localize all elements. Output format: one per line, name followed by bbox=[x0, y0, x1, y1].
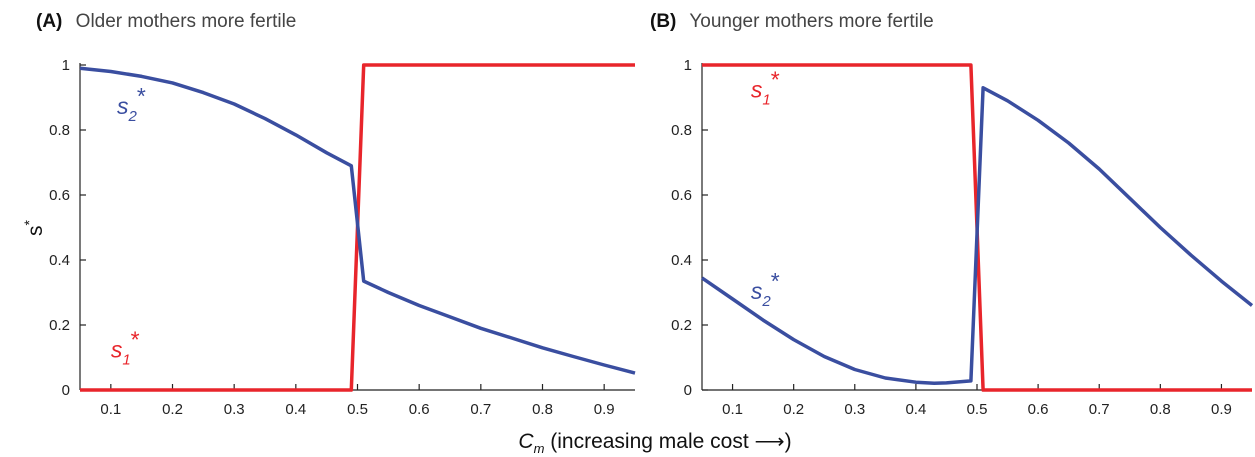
panel-b-y-tick-label: 0.2 bbox=[671, 317, 692, 334]
panel-a-line-s2 bbox=[79, 66, 636, 375]
panel-b-x-tick-label: 0.9 bbox=[1211, 401, 1232, 418]
panel-b-y-tick-label: 0 bbox=[684, 382, 692, 399]
panel-a-y-tick-label: 1 bbox=[62, 57, 70, 74]
series-label-sup: * bbox=[771, 268, 780, 294]
x-axis-label-var: C bbox=[518, 430, 534, 453]
panel-b-letter: (B) bbox=[650, 11, 676, 32]
panel-b-x-tick-label: 0.8 bbox=[1150, 401, 1171, 418]
panel-b-plot: 0.1 0.2 0.3 0.4 0.5 0.6 0.7 0.8 0.9 0 0.2 0.4 0.6 0.8… bbox=[671, 57, 1254, 418]
panel-a-plot: 0.1 0.2 0.3 0.4 0.5 0.6 0.7 0.8 0.9 0 0.2 0.4 0.6 0.8… bbox=[49, 57, 636, 418]
panel-b-x-tick-label: 0.5 bbox=[967, 401, 988, 418]
panel-b-label-s1: s1* bbox=[751, 67, 780, 109]
y-axis-label: s* bbox=[21, 219, 47, 236]
series-label-sub: 1 bbox=[122, 352, 130, 369]
panel-a-label-s2: s2* bbox=[117, 83, 146, 125]
panel-a-title-text: Older mothers more fertile bbox=[76, 11, 297, 32]
panel-b-title-text: Younger mothers more fertile bbox=[689, 11, 933, 32]
series-label-base: s bbox=[751, 278, 763, 304]
panel-b-y-tick-label: 0.4 bbox=[671, 252, 692, 269]
panel-a-x-tick-label: 0.8 bbox=[532, 401, 553, 418]
series-label-sup: * bbox=[771, 67, 780, 93]
panel-b-y-tick-label: 0.8 bbox=[671, 122, 692, 139]
panel-a-y-tick-label: 0.8 bbox=[49, 122, 70, 139]
panel-a-y-tick-label: 0.2 bbox=[49, 317, 70, 334]
arrow-right-icon: ⟶ bbox=[755, 430, 785, 453]
panel-a-x-tick-label: 0.1 bbox=[100, 401, 121, 418]
series-label-base: s bbox=[117, 93, 129, 119]
panel-b-y-tick-label: 0.6 bbox=[671, 187, 692, 204]
panel-b-title: (B) Younger mothers more fertile bbox=[650, 11, 934, 32]
x-axis-label-sub: m bbox=[534, 441, 545, 456]
series-label-base: s bbox=[751, 77, 763, 103]
x-axis-label-text: (increasing male cost bbox=[544, 430, 754, 453]
series-label-sub: 2 bbox=[761, 293, 771, 310]
panel-a-x-tick-label: 0.3 bbox=[224, 401, 245, 418]
panel-a-y-tick-label: 0.4 bbox=[49, 252, 70, 269]
panel-a-x-tick-label: 0.4 bbox=[285, 401, 306, 418]
panel-b-x-tick-label: 0.3 bbox=[844, 401, 865, 418]
panel-b-x-tick-label: 0.2 bbox=[783, 401, 804, 418]
series-label-sub: 1 bbox=[762, 92, 770, 109]
series-label-sup: * bbox=[131, 327, 140, 353]
panel-b-x-tick-label: 0.6 bbox=[1028, 401, 1049, 418]
panel-a-x-tick-label: 0.9 bbox=[594, 401, 615, 418]
panel-b-y-tick-label: 1 bbox=[684, 57, 692, 74]
panel-a-y-tick-label: 0.6 bbox=[49, 187, 70, 204]
series-label-base: s bbox=[111, 337, 123, 363]
y-axis-label-sup: * bbox=[21, 219, 37, 225]
panel-b-x-tick-label: 0.4 bbox=[905, 401, 926, 418]
x-axis-label: Cm (increasing male cost ⟶) bbox=[518, 430, 791, 456]
series-label-sup: * bbox=[137, 83, 146, 109]
series-label-sub: 2 bbox=[128, 108, 138, 125]
panel-b-x-tick-label: 0.1 bbox=[722, 401, 743, 418]
panel-a-title: (A) Older mothers more fertile bbox=[36, 11, 296, 32]
x-axis-label-close: ) bbox=[785, 430, 792, 453]
panel-b-label-s2: s2* bbox=[751, 268, 780, 310]
y-axis-label-var: s bbox=[24, 225, 47, 236]
panel-a-x-tick-label: 0.7 bbox=[470, 401, 491, 418]
panel-b-x-tick-label: 0.7 bbox=[1089, 401, 1110, 418]
panel-b-line-s2 bbox=[701, 86, 1254, 385]
panel-a-x-tick-label: 0.2 bbox=[162, 401, 183, 418]
panel-a-x-tick-label: 0.5 bbox=[347, 401, 368, 418]
panel-a-x-tick-label: 0.6 bbox=[409, 401, 430, 418]
panel-a-y-tick-label: 0 bbox=[62, 382, 70, 399]
panel-a-label-s1: s1* bbox=[111, 327, 140, 369]
panel-a-letter: (A) bbox=[36, 11, 62, 32]
